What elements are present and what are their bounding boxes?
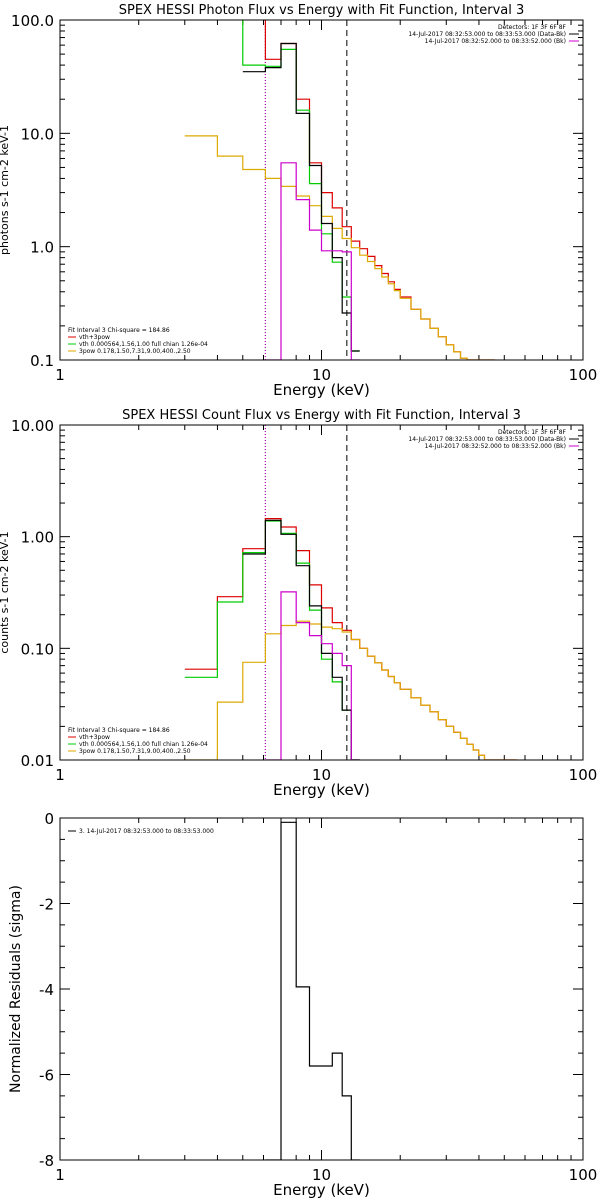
chart-photon: 1 10 100 0.1 1.0 10.0 100.0 SPEX HESSI Photon F…: [0, 3, 598, 399]
series-line-4: [265, 162, 360, 360]
y-axis-label: photons s-1 cm-2 keV-1: [0, 125, 11, 255]
series-line-1: [242, 20, 360, 352]
plot-frame: [59, 424, 584, 761]
y-axis-label: Normalized Residuals (sigma): [8, 885, 24, 1093]
legend-label: vth+3pow: [79, 734, 110, 741]
x-tick-label: 10: [312, 1166, 331, 1184]
plot-frame: [59, 19, 584, 361]
y-axis-label: counts s-1 cm-2 keV-1: [0, 531, 11, 653]
y-tick-label: -4: [39, 981, 54, 999]
legend-title: Fit Interval 3 Chi-square = 184.86: [68, 327, 170, 334]
x-tick-label: 10: [312, 366, 331, 384]
y-tick-label: 100.0: [11, 12, 54, 30]
y-tick-label: 1.0: [30, 239, 54, 257]
y-tick-label: -8: [39, 1152, 54, 1170]
y-tick-label: 10.00: [11, 417, 54, 435]
chart-title: SPEX HESSI Photon Flux vs Energy with Fi…: [119, 3, 525, 18]
series-line-3: [242, 42, 360, 352]
x-tick-label: 1: [55, 1166, 65, 1184]
y-tick-label: -6: [39, 1067, 54, 1085]
series-line-0: [264, 20, 495, 360]
series-line-4: [265, 591, 360, 760]
legend-label: 3pow 0.178,1.50,7.31,9.00,400.,2.50: [79, 348, 191, 355]
info-line: 14-Jul-2017 08:32:52.000 to 08:33:52.000…: [425, 443, 566, 450]
info-line: 14-Jul-2017 08:32:52.000 to 08:33:52.000…: [425, 38, 566, 45]
x-tick-label: 1: [55, 366, 65, 384]
x-tick-label: 100: [569, 366, 598, 384]
x-tick-label: 100: [569, 1166, 598, 1184]
y-tick-label: 0.1: [30, 352, 54, 370]
info-line: Detectors: 1F 3F 6F 8F: [498, 429, 567, 436]
x-axis-label: Energy (keV): [273, 781, 370, 799]
legend-label: 3. 14-Jul-2017 08:32:53.000 to 08:33:53.…: [79, 828, 214, 835]
y-tick-label: 0.10: [21, 640, 54, 658]
legend-title: Fit Interval 3 Chi-square = 184.86: [68, 727, 170, 734]
x-tick-label: 100: [569, 766, 598, 784]
y-tick-label: 0.01: [21, 752, 54, 770]
legend-label: vth 0.000564,1.56,1.00 full chian 1.26e-…: [79, 341, 208, 348]
series-line-1: [184, 520, 360, 760]
y-tick-label: 0: [44, 810, 54, 828]
y-tick-label: 10.0: [21, 125, 54, 143]
legend-label: 3pow 0.178,1.50,7.31,9.00,400.,2.50: [79, 748, 191, 755]
x-tick-label: 1: [55, 766, 65, 784]
y-tick-label: 1.00: [21, 529, 54, 547]
info-line: 14-Jul-2017 08:32:53.000 to 08:33:53.000…: [408, 31, 566, 38]
legend-label: vth 0.000564,1.56,1.00 full chian 1.26e-…: [79, 741, 208, 748]
plot-frame: [59, 817, 584, 1161]
info-line: Detectors: 1F 3F 6F 8F: [498, 24, 567, 31]
x-axis-label: Energy (keV): [273, 381, 370, 399]
series-line-2: [184, 620, 518, 760]
legend-label: vth+3pow: [79, 334, 110, 341]
y-tick-label: -2: [39, 896, 54, 914]
series-line-0: [265, 821, 360, 1160]
series-line-2: [184, 135, 495, 360]
chart-title: SPEX HESSI Count Flux vs Energy with Fit…: [122, 408, 521, 423]
chart-count: 1 10 100 0.01 0.10 1.00 10.00 SPEX HESSI Count …: [0, 408, 597, 799]
chart-resid: 1 10 100 0 -2 -4 -6 -8 Energy (keV) Normalized Re…: [8, 810, 597, 1199]
info-line: 14-Jul-2017 08:32:53.000 to 08:33:53.000…: [408, 436, 566, 443]
series-line-3: [242, 519, 360, 760]
x-axis-label: Energy (keV): [273, 1181, 370, 1199]
x-tick-label: 10: [312, 766, 331, 784]
